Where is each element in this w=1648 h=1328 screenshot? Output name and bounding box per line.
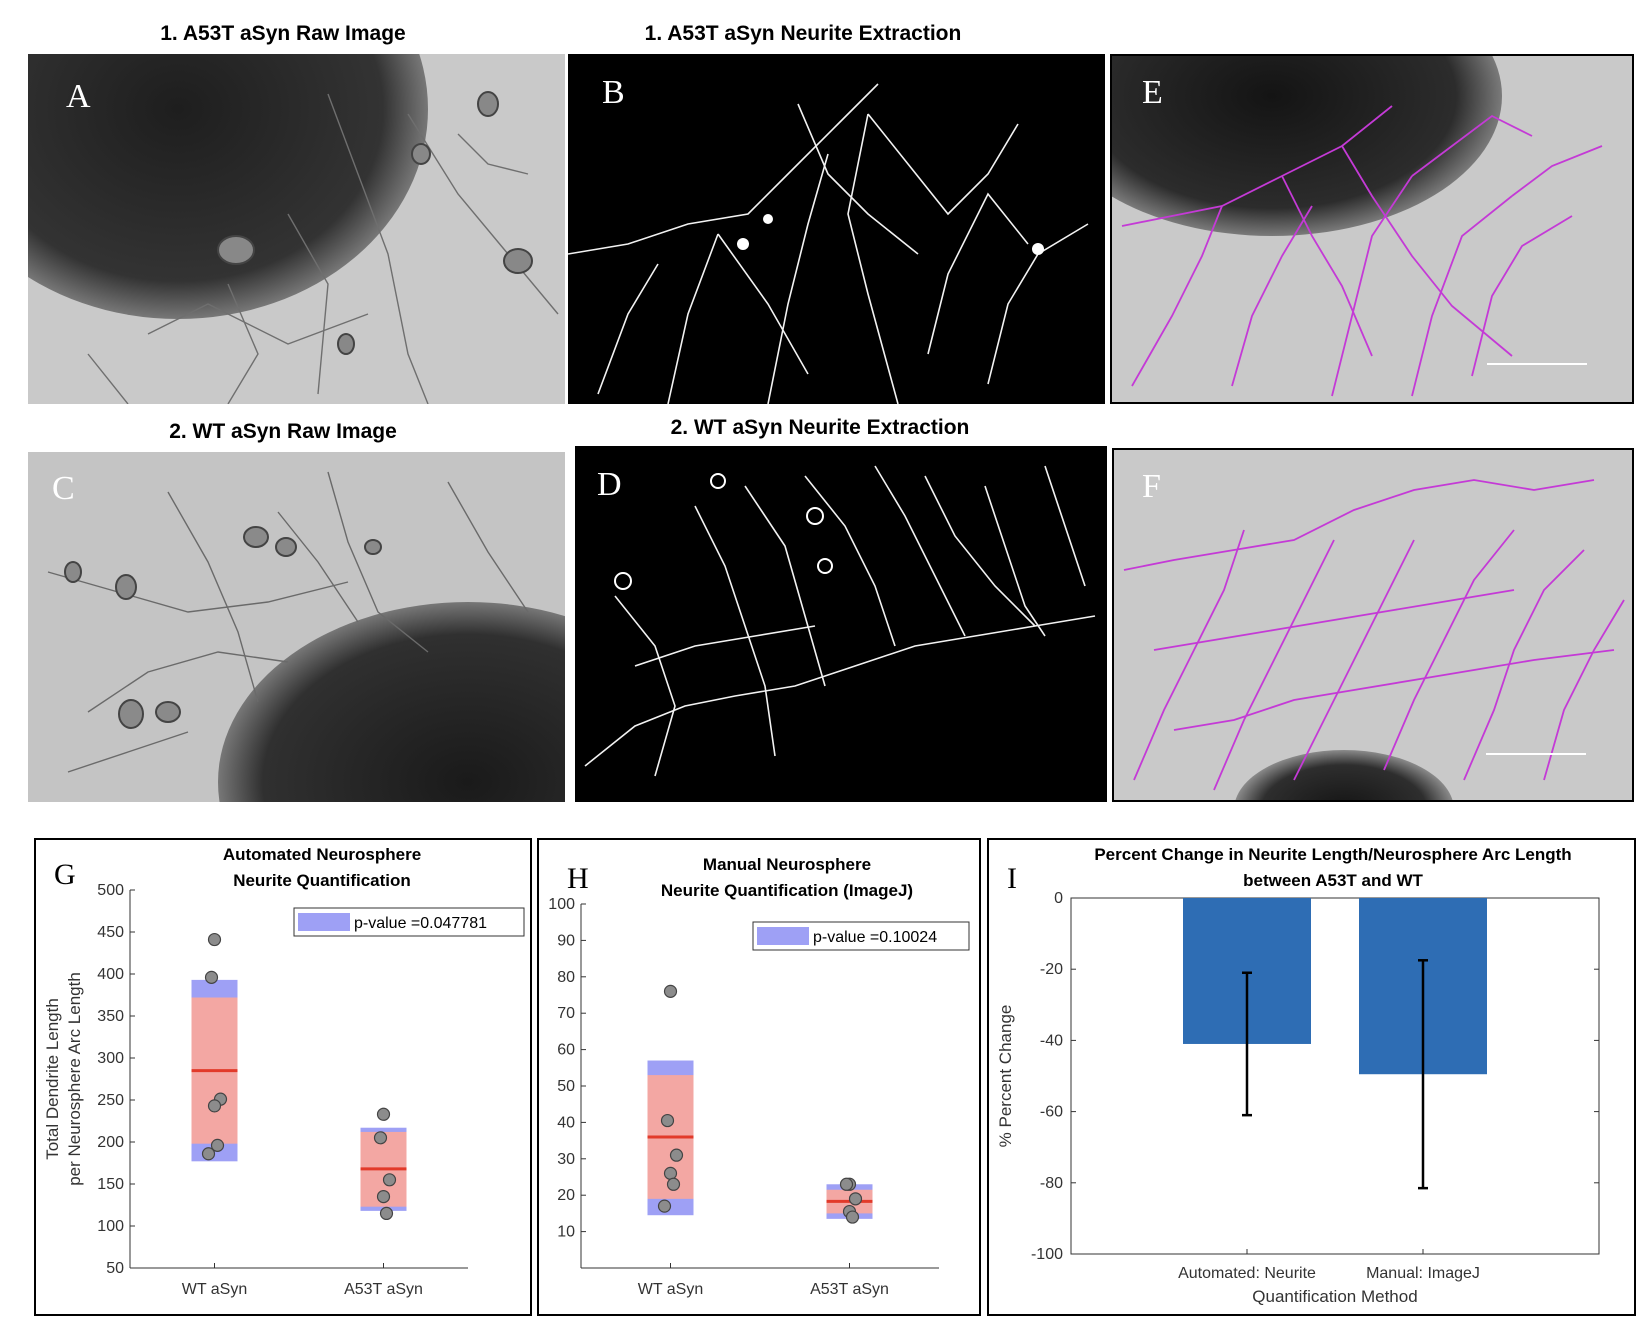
chart-h-data-point xyxy=(845,1210,860,1224)
chart-h-y-tick-label: 50 xyxy=(557,1078,575,1095)
chart-g-x-tick-label: A53T aSyn xyxy=(344,1281,423,1298)
chart-i-y-tick-label: -80 xyxy=(1040,1175,1063,1192)
panel-a-letter: A xyxy=(66,78,91,115)
chart-i-y-tick-label: 0 xyxy=(1054,890,1063,907)
chart-h-y-tick-label: 20 xyxy=(557,1187,575,1204)
chart-g: G Automated Neurosphere Neurite Quantifica… xyxy=(34,838,532,1316)
chart-g-y-tick-label: 300 xyxy=(97,1050,124,1067)
chart-h-y-tick-label: 80 xyxy=(557,969,575,986)
chart-h-data-point xyxy=(660,1113,675,1128)
panel-e-overlay: E xyxy=(1110,54,1634,404)
chart-g-data-point xyxy=(207,932,222,947)
chart-h-title-line: Neurite Quantification (ImageJ) xyxy=(661,881,913,900)
chart-g-y-tick-label: 400 xyxy=(97,966,124,983)
chart-i-svg: I Percent Change in Neurite Length/Neuros… xyxy=(996,845,1600,1306)
chart-h-y-tick-label: 40 xyxy=(557,1114,575,1131)
chart-g-letter: G xyxy=(54,858,76,891)
panel-b-title: 1. A53T aSyn Neurite Extraction xyxy=(644,22,962,45)
panel-c-micrograph: C xyxy=(28,452,565,802)
chart-g-data-point xyxy=(207,1099,222,1113)
chart-g-data-point xyxy=(376,1107,391,1121)
panel-b-extraction: B xyxy=(568,54,1105,404)
chart-h-y-tick-label: 100 xyxy=(548,896,575,913)
chart-h-title-line: Manual Neurosphere xyxy=(703,855,871,874)
chart-g-data-point xyxy=(376,1190,391,1204)
chart-g-y-tick-label: 350 xyxy=(97,1008,124,1025)
chart-i-y-tick-label: -100 xyxy=(1031,1246,1063,1263)
chart-h-data-point xyxy=(848,1192,863,1206)
panel-f-letter: F xyxy=(1142,468,1161,505)
chart-i-letter: I xyxy=(1007,862,1017,895)
chart-g-y-label: Total Dendrite Length xyxy=(43,998,62,1160)
chart-i-y-tick-label: -40 xyxy=(1040,1032,1063,1049)
chart-h-x-tick-label: WT aSyn xyxy=(638,1281,704,1298)
chart-i-title-line: Percent Change in Neurite Length/Neurosp… xyxy=(1094,845,1571,864)
chart-i-axes-box xyxy=(1070,897,1600,1255)
chart-g-data-point xyxy=(210,1138,225,1152)
chart-h-legend-label: p-value =0.10024 xyxy=(813,929,937,946)
chart-h-data-point xyxy=(663,984,678,998)
chart-h: H Manual Neurosphere Neurite Quantificatio… xyxy=(537,838,981,1316)
chart-h-data-point xyxy=(663,1166,678,1180)
chart-h-y-tick-label: 10 xyxy=(557,1224,575,1241)
chart-h-x-tick-label: A53T aSyn xyxy=(810,1281,889,1298)
chart-i-y-tick-label: -20 xyxy=(1040,961,1063,978)
panel-e-letter: E xyxy=(1142,74,1163,111)
chart-g-y-tick-label: 500 xyxy=(97,882,124,899)
chart-h-y-tick-label: 30 xyxy=(557,1151,575,1168)
chart-h-letter: H xyxy=(567,862,589,895)
panel-c-letter: C xyxy=(52,470,75,507)
chart-i-x-label: Quantification Method xyxy=(1252,1287,1417,1306)
chart-g-x-tick-label: WT aSyn xyxy=(182,1281,248,1298)
chart-g-data-point xyxy=(373,1131,388,1145)
chart-i-y-label: % Percent Change xyxy=(996,1005,1015,1148)
chart-g-y-tick-label: 100 xyxy=(97,1218,124,1235)
chart-g-data-point xyxy=(379,1206,394,1220)
chart-h-legend-swatch xyxy=(757,927,809,945)
panel-d-extraction: D xyxy=(575,446,1107,802)
chart-g-legend-swatch xyxy=(298,913,350,931)
chart-h-data-point xyxy=(669,1148,684,1162)
panel-a-micrograph: A xyxy=(28,54,565,404)
chart-h-data-point xyxy=(839,1177,854,1191)
chart-i: I Percent Change in Neurite Length/Neuros… xyxy=(987,838,1636,1316)
chart-g-y-tick-label: 50 xyxy=(106,1260,124,1277)
chart-h-y-tick-label: 60 xyxy=(557,1042,575,1059)
chart-g-title-line: Neurite Quantification xyxy=(233,871,411,890)
panel-a-title: 1. A53T aSyn Raw Image xyxy=(160,22,406,45)
panel-f-overlay: F xyxy=(1112,448,1634,802)
chart-g-data-point xyxy=(382,1173,397,1187)
chart-h-data-point xyxy=(657,1199,672,1213)
chart-i-x-tick-label: Manual: ImageJ xyxy=(1366,1265,1480,1282)
chart-g-y-tick-label: 200 xyxy=(97,1134,124,1151)
chart-g-data-point xyxy=(201,1147,216,1161)
chart-g-y-tick-label: 250 xyxy=(97,1092,124,1109)
chart-h-y-tick-label: 90 xyxy=(557,932,575,949)
chart-h-y-tick-label: 70 xyxy=(557,1005,575,1022)
chart-i-x-tick-label: Automated: Neurite xyxy=(1178,1265,1316,1282)
chart-g-data-point xyxy=(204,970,219,984)
panel-d-title: 2. WT aSyn Neurite Extraction xyxy=(670,416,970,439)
panel-c-title: 2. WT aSyn Raw Image xyxy=(169,420,397,443)
panel-d-letter: D xyxy=(597,466,622,503)
chart-h-svg: H Manual Neurosphere Neurite Quantificatio… xyxy=(548,855,970,1298)
chart-g-y-label: per Neurosphere Arc Length xyxy=(65,972,84,1186)
chart-i-title-line: between A53T and WT xyxy=(1243,871,1423,890)
chart-g-svg: G Automated Neurosphere Neurite Quantifica… xyxy=(43,845,525,1298)
chart-h-data-point xyxy=(666,1177,681,1191)
panel-b-letter: B xyxy=(602,74,625,111)
chart-g-title-line: Automated Neurosphere xyxy=(223,845,421,864)
chart-i-y-tick-label: -60 xyxy=(1040,1104,1063,1121)
chart-g-legend-label: p-value =0.047781 xyxy=(354,915,487,932)
chart-g-y-tick-label: 450 xyxy=(97,924,124,941)
chart-g-y-tick-label: 150 xyxy=(97,1176,124,1193)
